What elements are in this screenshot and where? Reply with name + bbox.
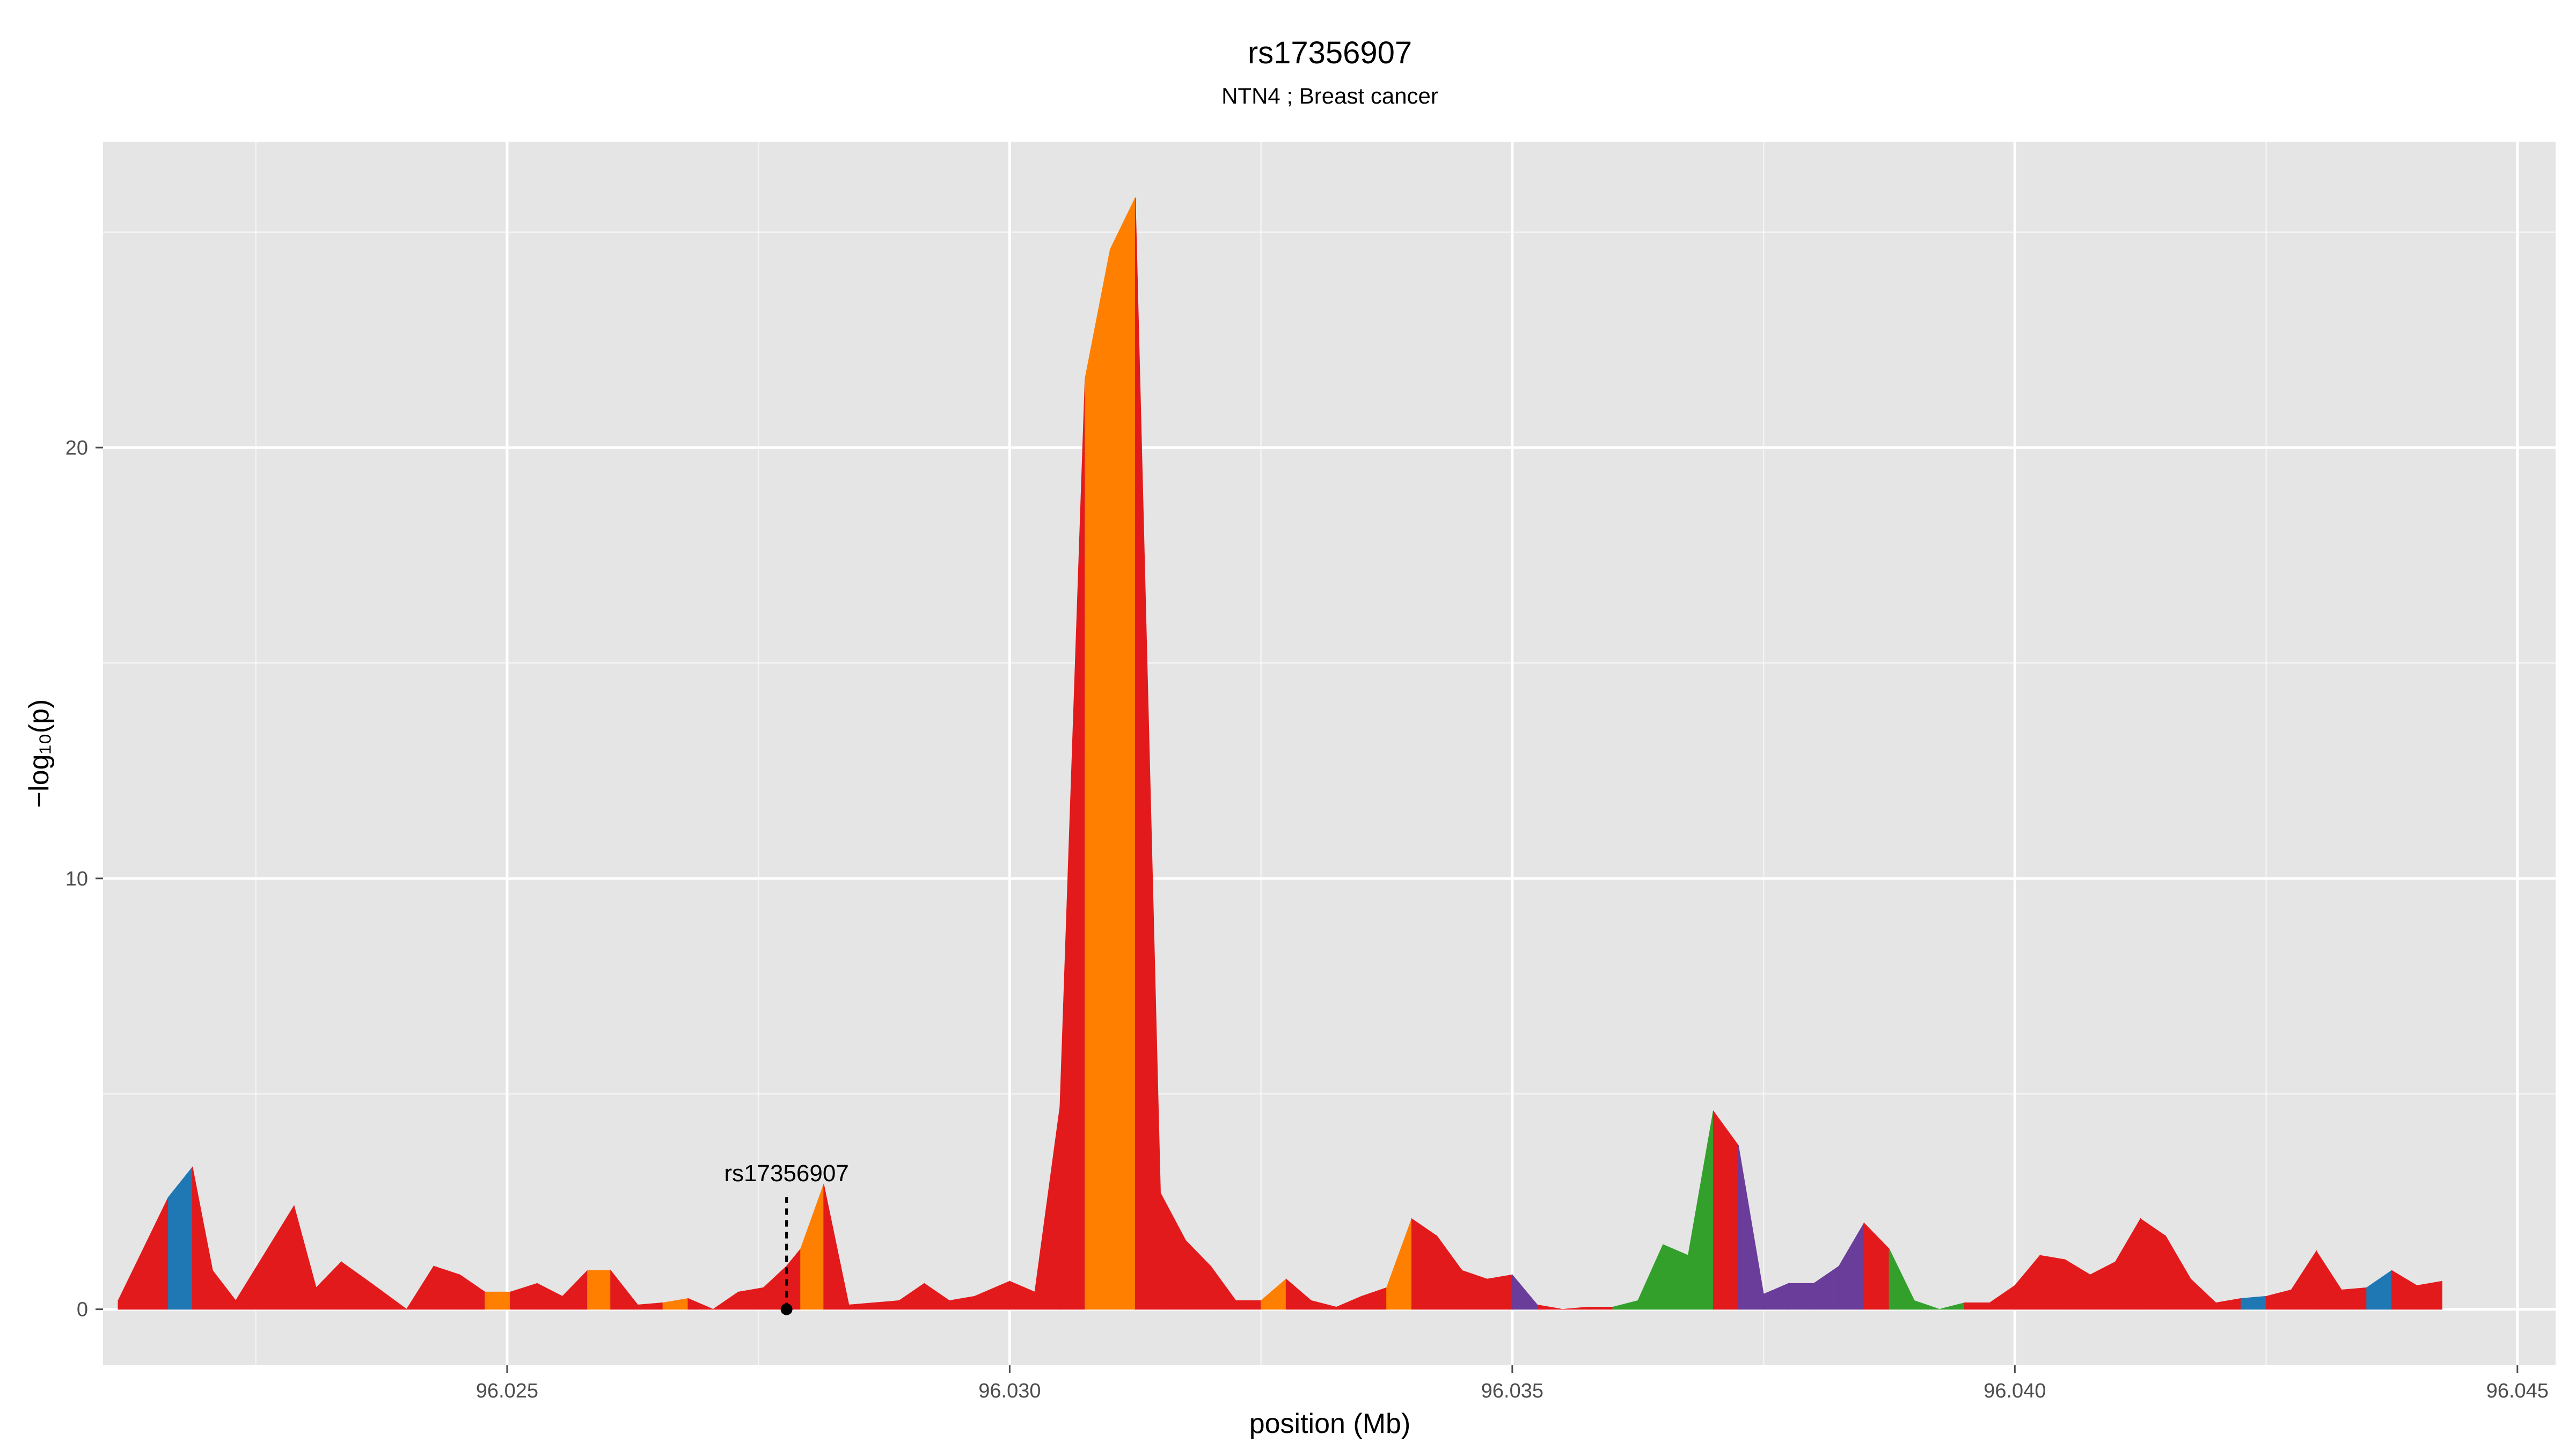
annotation-label: rs17356907 — [724, 1160, 848, 1187]
area-segment — [1537, 1304, 1563, 1310]
chart-title: rs17356907 — [1248, 35, 1412, 70]
area-segment — [2341, 1287, 2367, 1310]
x-tick-label: 96.040 — [1984, 1380, 2046, 1402]
area-segment — [1663, 1244, 1689, 1310]
area-segment — [687, 1298, 714, 1310]
plot-panel — [103, 142, 2556, 1365]
area-segment — [1085, 249, 1111, 1310]
area-segment — [587, 1270, 611, 1310]
area-segment — [1964, 1302, 1990, 1310]
y-axis: 0 10 20 — [65, 437, 103, 1321]
area-segment — [485, 1291, 511, 1310]
x-axis: 96.025 96.030 96.035 96.040 96.045 — [476, 1365, 2549, 1402]
area-segment — [2416, 1280, 2442, 1310]
minor-gridlines — [103, 142, 2556, 1365]
y-tick-label: 10 — [65, 868, 88, 890]
chart-subtitle: NTN4 ; Breast cancer — [1221, 83, 1438, 108]
x-tick-label: 96.030 — [978, 1380, 1041, 1402]
area-segment — [1914, 1300, 1940, 1310]
area-segment — [1587, 1307, 1613, 1310]
snp-annotation: rs17356907 — [724, 1160, 849, 1315]
area-segments — [118, 197, 2442, 1310]
y-axis-title: −log₁₀(p) — [24, 699, 55, 808]
area-segment — [1110, 197, 1136, 1310]
area-segment — [1713, 1110, 1739, 1310]
y-tick-label: 20 — [65, 437, 88, 459]
area-segment — [1487, 1274, 1513, 1310]
x-tick-label: 96.025 — [476, 1380, 538, 1402]
area-segment — [2241, 1296, 2267, 1310]
area-segment — [1235, 1300, 1262, 1310]
area-segment — [1788, 1283, 1814, 1310]
x-tick-label: 96.045 — [2486, 1380, 2549, 1402]
annotation-point — [780, 1303, 793, 1315]
x-tick-label: 96.035 — [1481, 1380, 1543, 1402]
area-segment — [2039, 1255, 2066, 1310]
y-tick-label: 0 — [77, 1299, 88, 1321]
area-segment — [371, 1283, 408, 1310]
x-axis-title: position (Mb) — [1249, 1408, 1411, 1439]
